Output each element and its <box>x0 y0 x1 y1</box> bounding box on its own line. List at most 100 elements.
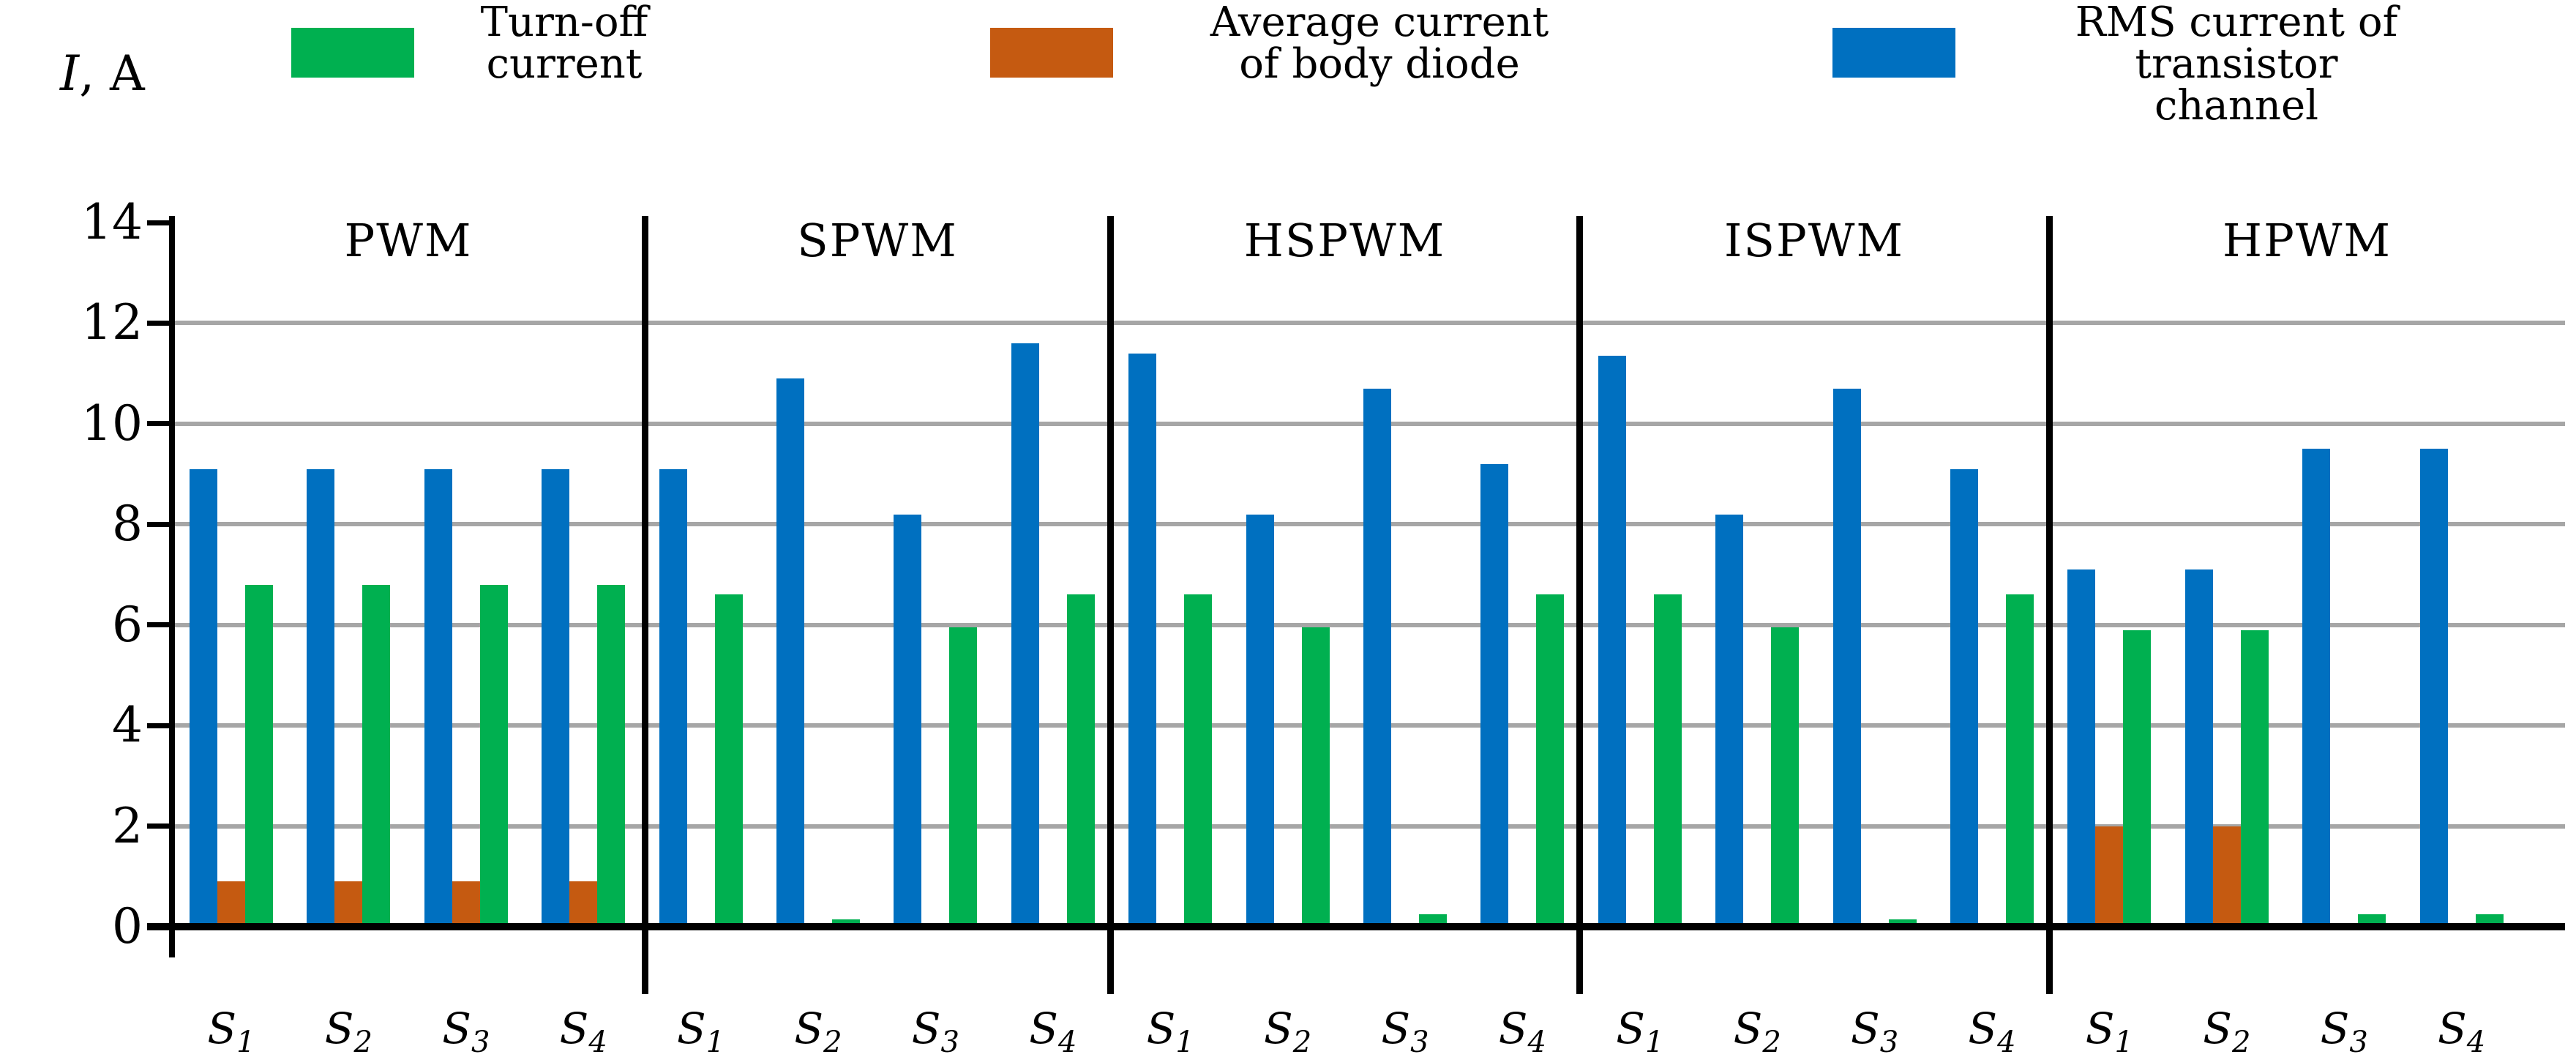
group-title-pwm: PWM <box>344 214 473 267</box>
bar-avg_diode-pwm-s4 <box>569 881 598 927</box>
x-label-base: S <box>2203 1004 2232 1053</box>
x-label-base: S <box>1851 1004 1880 1053</box>
bar-turnoff-spwm-s2 <box>832 919 860 927</box>
x-label-pwm-s2: S2 <box>324 1004 372 1057</box>
y-tick-label-8: 8 <box>112 496 143 553</box>
y-tick-label-10: 10 <box>81 395 143 452</box>
y-axis-line <box>169 216 175 957</box>
bar-rms-spwm-s1 <box>659 468 687 927</box>
x-label-ispwm-s4: S4 <box>1968 1004 2015 1057</box>
bar-turnoff-pwm-s2 <box>362 584 391 927</box>
x-label-base: S <box>1264 1004 1293 1053</box>
legend-label-avg-diode: Average current of body diode <box>1210 0 1549 88</box>
y-axis-quantity-symbol: I <box>60 45 80 102</box>
y-tick-10 <box>147 421 172 427</box>
group-title-spwm: SPWM <box>797 214 958 267</box>
legend-label-turnoff: Turn-off current <box>480 0 648 88</box>
bar-turnoff-spwm-s1 <box>714 594 743 927</box>
y-tick-14 <box>147 220 172 225</box>
x-label-pwm-s1: S1 <box>207 1007 255 1057</box>
y-tick-6 <box>147 622 172 628</box>
x-label-subscript: 4 <box>2466 1026 2486 1057</box>
bar-turnoff-ispwm-s1 <box>1653 594 1682 927</box>
x-label-base: S <box>559 1004 589 1053</box>
x-label-subscript: 4 <box>1997 1026 2016 1057</box>
bar-rms-hpwm-s1 <box>2067 569 2096 927</box>
bar-turnoff-spwm-s3 <box>949 627 978 927</box>
bar-rms-hspwm-s3 <box>1363 388 1391 927</box>
x-label-spwm-s3: S3 <box>911 1004 959 1057</box>
y-axis-unit-label: I, A <box>60 45 145 102</box>
x-label-subscript: 3 <box>471 1026 490 1057</box>
bar-avg_diode-pwm-s2 <box>334 881 363 927</box>
y-tick-2 <box>147 823 172 829</box>
x-label-subscript: 2 <box>2231 1026 2251 1057</box>
x-label-subscript: 2 <box>1292 1026 1312 1057</box>
bar-rms-spwm-s4 <box>1011 343 1039 927</box>
bar-rms-hpwm-s4 <box>2419 449 2448 927</box>
x-label-hpwm-s2: S2 <box>2203 1004 2250 1057</box>
y-tick-4 <box>147 722 172 728</box>
x-label-spwm-s2: S2 <box>794 1007 842 1057</box>
x-label-base: S <box>1381 1004 1411 1053</box>
x-label-base: S <box>324 1004 354 1053</box>
y-tick-8 <box>147 521 172 527</box>
bar-avg_diode-pwm-s1 <box>217 881 245 927</box>
x-label-base: S <box>1498 1004 1528 1053</box>
x-label-subscript: 3 <box>1410 1026 1429 1057</box>
bar-avg_diode-pwm-s3 <box>452 881 480 927</box>
y-tick-12 <box>147 320 172 326</box>
bar-turnoff-pwm-s4 <box>597 584 626 927</box>
x-label-subscript: 3 <box>940 1026 959 1057</box>
x-label-base: S <box>2320 1004 2350 1053</box>
bar-avg_diode-hpwm-s2 <box>2212 826 2241 927</box>
x-label-hpwm-s3: S3 <box>2320 1004 2368 1057</box>
y-tick-label-14: 14 <box>81 194 143 250</box>
bar-rms-ispwm-s2 <box>1715 514 1744 927</box>
bar-rms-hpwm-s2 <box>2184 569 2213 927</box>
x-label-subscript: 1 <box>2114 1026 2133 1057</box>
x-label-base: S <box>1146 1004 1176 1053</box>
bar-rms-spwm-s3 <box>894 514 922 927</box>
x-label-subscript: 3 <box>2349 1026 2368 1057</box>
group-separator-3 <box>1576 216 1583 994</box>
x-label-subscript: 2 <box>823 1026 842 1057</box>
bar-turnoff-pwm-s1 <box>245 584 273 927</box>
x-label-base: S <box>1968 1004 1998 1053</box>
x-label-base: S <box>1616 1004 1645 1053</box>
x-label-hspwm-s4: S4 <box>1498 1004 1546 1057</box>
y-tick-label-0: 0 <box>112 898 143 955</box>
bar-turnoff-spwm-s4 <box>1066 594 1095 927</box>
x-label-base: S <box>442 1004 471 1053</box>
bar-rms-ispwm-s3 <box>1832 388 1861 927</box>
y-tick-label-6: 6 <box>112 596 143 653</box>
x-label-base: S <box>911 1004 941 1053</box>
bar-turnoff-ispwm-s2 <box>1771 627 1800 927</box>
x-label-hspwm-s2: S2 <box>1264 1004 1311 1057</box>
x-label-subscript: 4 <box>1057 1026 1077 1057</box>
bar-rms-pwm-s4 <box>542 468 570 927</box>
x-label-hspwm-s3: S3 <box>1381 1004 1429 1057</box>
x-label-base: S <box>1733 1004 1763 1053</box>
legend-swatch-rms <box>1832 28 1955 78</box>
x-label-subscript: 2 <box>1762 1026 1781 1057</box>
x-label-hpwm-s4: S4 <box>2438 1004 2485 1057</box>
x-label-base: S <box>1029 1004 1058 1053</box>
group-separator-4 <box>2045 216 2053 994</box>
x-label-base: S <box>2085 1004 2115 1053</box>
bar-turnoff-pwm-s3 <box>479 584 508 927</box>
bar-rms-hpwm-s3 <box>2302 449 2331 927</box>
x-label-subscript: 1 <box>705 1026 725 1057</box>
x-label-base: S <box>2438 1004 2467 1053</box>
group-title-hpwm: HPWM <box>2223 214 2392 267</box>
bar-rms-ispwm-s4 <box>1950 468 1978 927</box>
bar-turnoff-hspwm-s1 <box>1184 594 1213 927</box>
x-label-hspwm-s1: S1 <box>1146 1004 1194 1057</box>
x-label-ispwm-s2: S2 <box>1733 1004 1781 1057</box>
x-label-subscript: 1 <box>236 1026 255 1057</box>
group-separator-2 <box>1107 216 1114 994</box>
x-label-base: S <box>677 1004 706 1053</box>
x-label-pwm-s4: S4 <box>559 1004 607 1057</box>
bar-rms-spwm-s2 <box>776 378 804 927</box>
x-label-subscript: 1 <box>1644 1026 1664 1057</box>
